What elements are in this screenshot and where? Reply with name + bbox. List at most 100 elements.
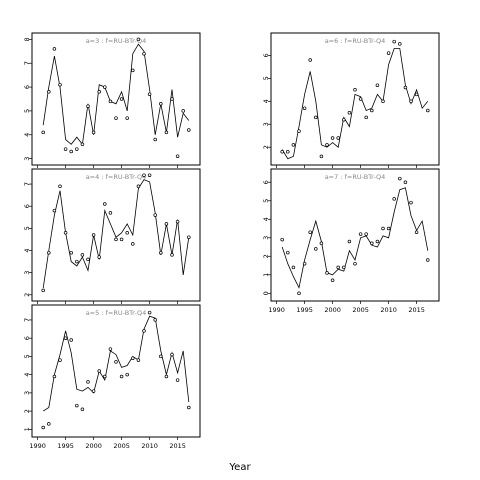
y-tick-label: 5: [262, 76, 270, 80]
x-tick-label: 1995: [296, 306, 313, 314]
y-tick-label: 7: [23, 182, 31, 186]
observed-point: [75, 403, 79, 408]
observed-point: [330, 278, 335, 283]
y-tick-label: 1: [23, 427, 31, 431]
observed-point: [297, 291, 301, 296]
observed-point: [164, 374, 169, 379]
observed-point: [58, 82, 62, 87]
observed-point: [181, 109, 185, 113]
y-tick-label: 5: [23, 354, 31, 358]
panel-a7: a=7 : f=RU-BTr-Q4 0 1 2 3 4 5 6 1990 1995 2000 20…: [262, 168, 440, 314]
observed-point: [153, 213, 157, 217]
observed-point: [86, 380, 90, 384]
observed-point: [330, 136, 335, 140]
observed-point: [358, 232, 363, 236]
observed-point: [386, 226, 391, 231]
observed-point: [125, 372, 129, 377]
observed-point: [409, 99, 413, 104]
observed-point: [142, 173, 146, 177]
observed-point: [91, 233, 96, 237]
observed-point: [153, 137, 157, 142]
observed-point: [136, 37, 141, 42]
observed-point: [69, 149, 73, 154]
y-tick-label: 6: [262, 180, 270, 184]
x-tick-label: 2015: [169, 442, 186, 450]
observed-point: [164, 130, 169, 135]
panel-a5-marks: [41, 310, 191, 430]
observed-point: [108, 211, 113, 215]
observed-point: [414, 230, 419, 234]
y-tick-label: 1: [262, 273, 270, 277]
observed-point: [142, 329, 146, 333]
observed-point: [286, 250, 290, 255]
observed-point: [114, 237, 118, 242]
x-tick-label: 2010: [141, 442, 158, 450]
panel-a4-marks: [41, 173, 191, 293]
x-tick-label: 2000: [85, 442, 102, 450]
panel-a3-marks: [41, 37, 191, 158]
observed-point: [47, 250, 51, 255]
observed-point: [426, 108, 430, 113]
panel-a7-yaxis: 0 1 2 3 4 5 6: [262, 180, 271, 295]
observed-point: [41, 425, 45, 430]
observed-point: [386, 51, 391, 55]
observed-point: [325, 271, 329, 275]
panel-a4-yaxis: 2 3 4 5 6 7: [23, 182, 32, 297]
observed-point: [414, 92, 419, 97]
observed-point: [52, 374, 57, 379]
y-tick-label: 3: [23, 157, 31, 161]
x-tick-label: 2000: [324, 306, 341, 314]
y-tick-label: 4: [262, 217, 270, 221]
observed-point: [69, 250, 73, 255]
observed-point: [136, 358, 141, 362]
observed-point: [170, 352, 174, 357]
y-tick-label: 5: [23, 226, 31, 230]
observed-point: [347, 239, 352, 244]
observed-point: [86, 104, 90, 108]
observed-point: [409, 200, 413, 205]
observed-point: [381, 226, 385, 231]
y-tick-label: 4: [23, 373, 31, 377]
observed-point: [280, 237, 284, 242]
observed-point: [325, 143, 329, 147]
y-tick-label: 2: [23, 409, 31, 413]
observed-point: [97, 255, 101, 259]
panel-a5-frame: [31, 304, 201, 438]
observed-point: [131, 356, 135, 360]
panel-a4-title: a=4 : f=RU-BTr-Q4: [86, 173, 147, 181]
observed-point: [426, 258, 430, 262]
panel-a6-title: a=6 : f=RU-BTr-Q4: [325, 37, 386, 45]
y-tick-label: 2: [23, 293, 31, 297]
observed-point: [119, 97, 124, 101]
observed-point: [375, 239, 380, 244]
observed-point: [108, 347, 113, 351]
y-tick-label: 3: [262, 236, 270, 240]
observed-point: [392, 39, 396, 44]
x-axis-title: Year: [228, 462, 251, 473]
y-tick-label: 6: [23, 336, 31, 340]
observed-point: [175, 154, 180, 158]
observed-point: [308, 58, 312, 62]
observed-point: [41, 130, 45, 135]
observed-point: [114, 116, 118, 120]
observed-point: [80, 407, 85, 412]
observed-point: [187, 235, 191, 239]
observed-point: [314, 247, 318, 251]
observed-point: [75, 147, 79, 151]
observed-point: [175, 219, 180, 224]
observed-point: [114, 360, 118, 364]
observed-point: [131, 68, 135, 73]
observed-point: [375, 83, 380, 87]
observed-point: [91, 130, 96, 135]
observed-point: [347, 111, 352, 115]
observed-point: [63, 147, 68, 151]
y-tick-label: 4: [23, 248, 31, 252]
observed-point: [58, 184, 62, 189]
observed-point: [342, 265, 346, 270]
observed-point: [125, 116, 129, 120]
observed-point: [153, 318, 157, 322]
observed-point: [97, 369, 101, 373]
panel-a7-frame: [270, 168, 440, 302]
y-tick-label: 5: [262, 199, 270, 203]
panel-a5-yaxis: 1 2 3 4 5 6 7: [23, 318, 32, 431]
